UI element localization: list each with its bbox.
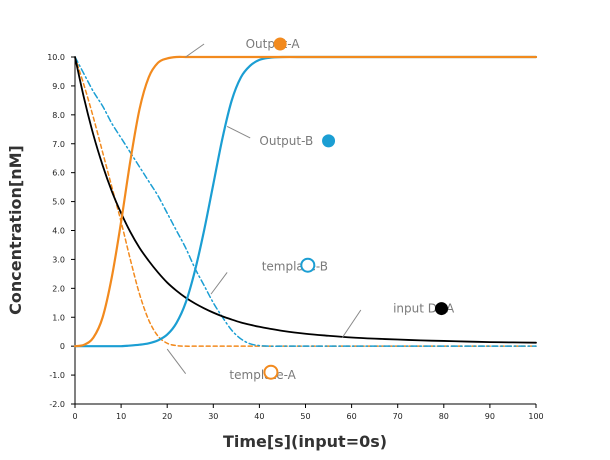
x-axis-label: Time[s](input=0s) [223,432,387,451]
series-line-template-a [74,56,537,347]
legend-marker-input-dna [434,302,448,316]
series-line-output-b [73,55,538,348]
y-tick-label: 9.0 [52,82,65,91]
series-label-template-b: template-B [262,260,328,274]
series-label-output-a: Output-A [246,37,301,51]
legend-marker-output-a [273,37,287,51]
y-tick-label: 2.0 [52,284,65,293]
x-tick-label: 70 [393,412,403,421]
leader-line-template-a [166,348,187,374]
x-tick-label: 50 [300,412,310,421]
x-tick-label: 0 [72,412,77,421]
y-tick-label: 8.0 [52,111,65,120]
leader-line-input-dna [341,309,362,338]
x-tick-label: 90 [485,412,495,421]
tick-labels: 0 10 20 30 40 50 60 70 80 90 100 -2.0 -1.0 0 1.0 2.0 3.0… [47,53,543,421]
y-tick-label: 1.0 [52,313,65,322]
leader-line-output-a [185,43,205,58]
series-annotations: Output-AOutput-Btemplate-Atemplate-Binpu… [166,37,455,382]
axes [71,56,537,408]
y-tick-label: 6.0 [52,169,65,178]
leader-line-output-b [226,125,251,139]
x-tick-label: 80 [439,412,449,421]
y-tick-label: 5.0 [52,198,65,207]
leader-line-template-b [210,272,228,295]
x-tick-label: 10 [116,412,126,421]
y-axis-label: Concentration[nM] [6,145,25,315]
series-line-output-a [73,55,538,348]
series-lines [73,55,538,348]
series-label-template-a: template-A [229,368,296,382]
legend-marker-template-b [300,257,316,273]
series-label-output-b: Output-B [259,134,313,148]
y-tick-label: 3.0 [52,255,65,264]
legend-marker-template-a [263,364,279,380]
series-line-template-b [74,56,537,347]
y-tick-label: 4.0 [52,227,65,236]
y-tick-label: -2.0 [49,400,65,409]
y-tick-label: -1.0 [49,371,65,380]
x-tick-label: 100 [528,412,543,421]
series-line-input-dna [74,56,537,344]
x-tick-label: 40 [254,412,264,421]
x-tick-label: 20 [162,412,172,421]
y-tick-label: 7.0 [52,140,65,149]
legend-marker-output-b [322,134,336,148]
x-tick-label: 60 [347,412,357,421]
y-tick-label: 10.0 [47,53,65,62]
x-tick-label: 30 [208,412,218,421]
y-tick-label: 0 [60,342,65,351]
